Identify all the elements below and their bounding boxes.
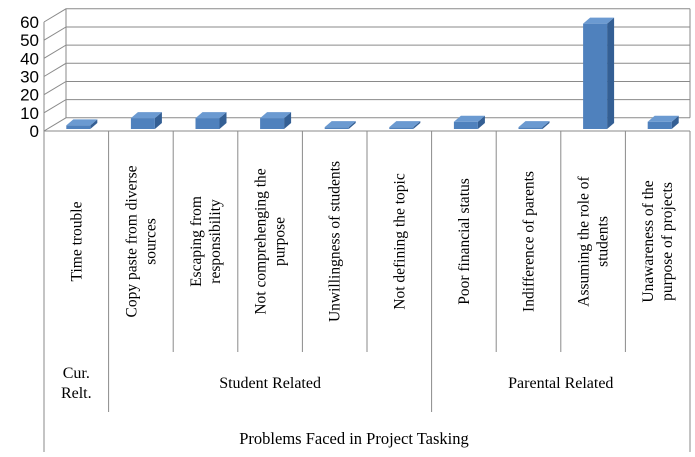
bar-top-9: [647, 115, 679, 122]
y-tick-label-3: 30: [20, 68, 39, 87]
bar-top-4: [324, 121, 356, 128]
bar-7: [518, 121, 550, 129]
bar-top-0: [66, 119, 98, 126]
bar-side-9: [671, 115, 679, 129]
category-label-line: Escaping from: [188, 196, 205, 287]
bar-front-2: [195, 118, 220, 129]
bar-side-2: [219, 112, 227, 129]
category-label-line: purpose: [272, 217, 289, 266]
category-label-line: Copy paste from diverse: [123, 165, 140, 317]
category-label-line: Unawareness of the: [640, 180, 657, 302]
bar-5: [389, 121, 421, 129]
bar-9: [647, 115, 679, 129]
bar-side-5: [413, 121, 421, 129]
category-label-line: Not comprehenging the: [253, 168, 270, 314]
bar-side-1: [154, 112, 162, 129]
bar-top-2: [195, 112, 227, 119]
bar-front-1: [130, 118, 155, 129]
bar-side-6: [477, 115, 485, 129]
category-label-3: Not comprehenging the purpose: [253, 168, 289, 314]
group-label-0: Cur. Relt.: [61, 365, 92, 402]
y-tick-label-4: 40: [20, 49, 39, 68]
bar-0: [66, 119, 98, 129]
category-label-5: Not defining the topic: [391, 173, 408, 310]
category-label-line: Unwillingness of students: [327, 161, 344, 322]
category-label-line: Poor financial status: [456, 178, 473, 305]
bar-top-6: [453, 115, 485, 122]
category-label-4: Unwillingness of students: [327, 161, 344, 322]
category-label-line: Time trouble: [68, 201, 85, 281]
bar-2: [195, 112, 227, 129]
group-label-1: Student Related: [219, 375, 321, 392]
category-label-line: purpose of projects: [659, 182, 676, 301]
category-label-line: students: [595, 216, 612, 267]
category-labels: Time trouble Copy paste from diverse sourc…: [68, 161, 676, 322]
y-tick-label-5: 50: [20, 31, 39, 50]
bar-3: [260, 112, 292, 129]
bar-front-3: [260, 118, 285, 129]
group-label-line: Parental Related: [508, 375, 613, 392]
y-tick-label-0: 0: [30, 122, 39, 141]
category-label-line: sources: [142, 218, 159, 265]
bar-top-3: [260, 112, 292, 119]
group-label-2: Parental Related: [508, 375, 613, 392]
category-label-line: Assuming the role of: [576, 175, 593, 306]
category-label-line: Indifference of parents: [521, 171, 538, 312]
y-tick-label-1: 10: [20, 104, 39, 123]
category-label-9: Unawareness of the purpose of projects: [640, 180, 676, 302]
bar-front-7: [518, 127, 543, 129]
bar-front-6: [453, 121, 478, 129]
bar-side-0: [90, 119, 98, 129]
category-label-0: Time trouble: [68, 201, 85, 281]
y-tick-label-2: 20: [20, 86, 39, 105]
bar-top-8: [583, 17, 615, 24]
y-tick-label-6: 60: [20, 13, 39, 32]
group-label-line: Cur.: [63, 365, 90, 382]
bar-side-8: [607, 17, 615, 130]
group-labels: Cur. Relt. Student Related Parental Related: [61, 365, 613, 402]
group-label-line: Student Related: [219, 375, 321, 392]
bar-8: [583, 17, 615, 130]
category-label-6: Poor financial status: [456, 178, 473, 305]
category-label-1: Copy paste from diverse sources: [123, 165, 159, 317]
bar-top-5: [389, 121, 421, 128]
bar-side-7: [542, 121, 550, 129]
gridlines: [43, 8, 691, 132]
bar-side-3: [284, 112, 292, 129]
category-label-line: Not defining the topic: [391, 173, 408, 310]
group-label-line: Relt.: [61, 385, 92, 402]
bar-front-4: [324, 127, 349, 129]
category-label-line: responsibility: [207, 199, 224, 284]
bar-front-5: [389, 127, 414, 129]
category-label-8: Assuming the role of students: [576, 175, 612, 306]
bar-front-0: [66, 125, 91, 129]
bar-6: [453, 115, 485, 129]
category-table: [43, 130, 691, 452]
x-axis-title: Problems Faced in Project Tasking: [239, 429, 469, 448]
bar-front-8: [583, 23, 608, 130]
bars: [66, 17, 679, 130]
bar-front-9: [647, 121, 672, 129]
bar-top-1: [130, 112, 162, 119]
bar-side-4: [348, 121, 356, 129]
category-label-7: Indifference of parents: [521, 171, 538, 312]
axis-walls: [43, 8, 691, 131]
category-label-2: Escaping from responsibility: [188, 196, 224, 287]
bar-1: [130, 112, 162, 129]
bar-top-7: [518, 121, 550, 128]
bar-4: [324, 121, 356, 129]
